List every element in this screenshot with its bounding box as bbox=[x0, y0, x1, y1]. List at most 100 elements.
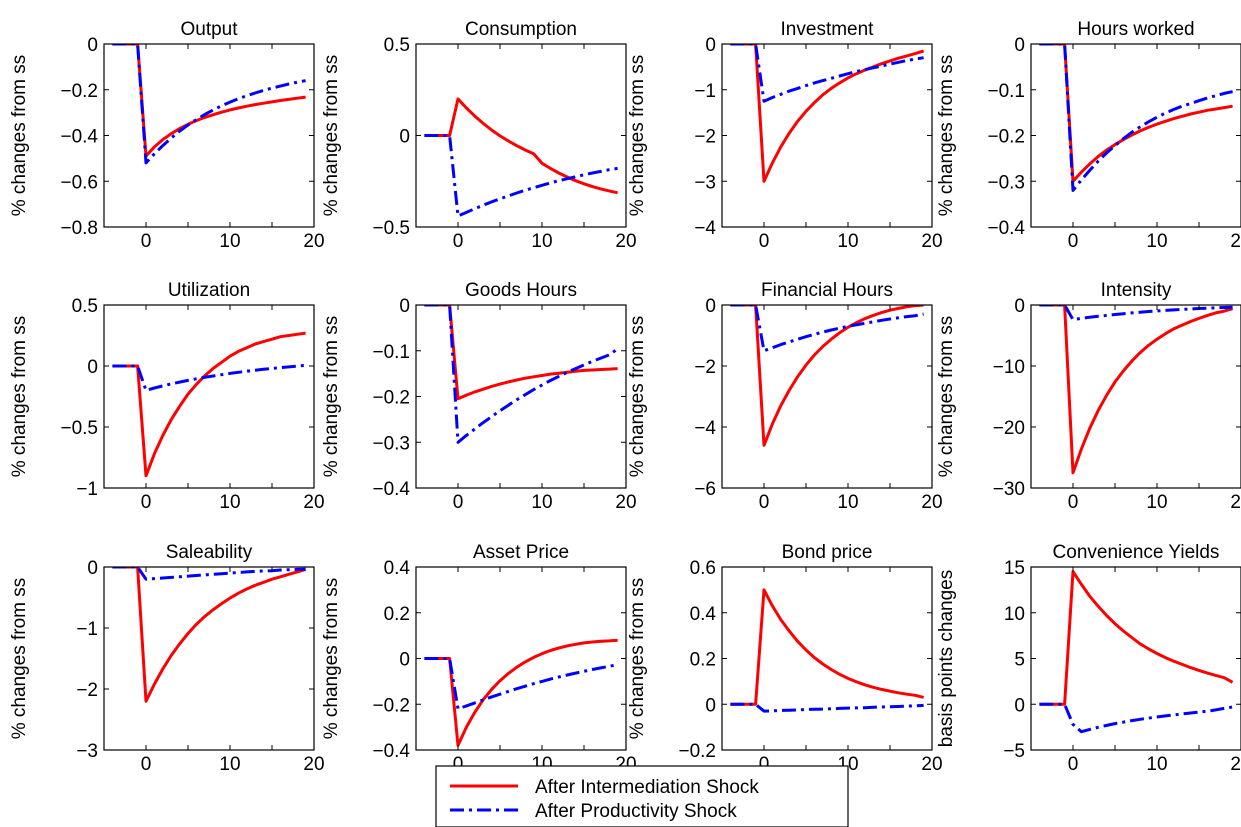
axes-frame bbox=[1030, 43, 1241, 228]
y-tick-label: −0.4 bbox=[372, 479, 410, 500]
x-tick-label: 0 bbox=[759, 492, 770, 513]
x-tick-label: 10 bbox=[531, 231, 552, 252]
series-productivity-line bbox=[424, 134, 618, 218]
x-tick-label: 20 bbox=[1230, 492, 1241, 513]
y-axis-label: % changes from ss bbox=[9, 578, 30, 740]
x-tick-label: 20 bbox=[921, 492, 942, 513]
y-tick-label: −30 bbox=[993, 479, 1025, 500]
y-axis-label: % changes from ss bbox=[9, 316, 30, 478]
subplot-title: Hours worked bbox=[1077, 19, 1194, 40]
y-tick-label: 0 bbox=[399, 650, 410, 671]
legend-label-productivity: After Productivity Shock bbox=[535, 801, 737, 822]
series-intermediation-line bbox=[424, 97, 618, 195]
y-tick-label: −0.2 bbox=[60, 81, 98, 102]
x-tick-label: 20 bbox=[615, 492, 636, 513]
y-tick-label: −0.3 bbox=[372, 433, 410, 454]
subplot-6: 0 10 20 −0.4 −0.3 −0.2 −0.1 0 Goods Hours % chang… bbox=[321, 280, 637, 513]
y-tick-label: 0.5 bbox=[72, 296, 98, 317]
series-productivity-line bbox=[112, 363, 306, 392]
y-tick-label: 15 bbox=[1004, 558, 1025, 579]
subplot-12: 0 10 20 −5 0 5 10 15 Convenience Yields basis poi… bbox=[936, 542, 1241, 775]
x-tick-label: 10 bbox=[837, 231, 858, 252]
y-tick-label: −10 bbox=[993, 357, 1025, 378]
series-productivity-line bbox=[1039, 305, 1233, 322]
x-tick-label: 20 bbox=[303, 231, 324, 252]
y-axis-label: % changes from ss bbox=[627, 55, 648, 217]
series-productivity-line bbox=[1039, 702, 1233, 734]
y-tick-label: −0.1 bbox=[987, 81, 1025, 102]
x-tick-label: 20 bbox=[303, 754, 324, 775]
series-intermediation-line bbox=[1039, 305, 1234, 475]
y-axis-label: % changes from ss bbox=[321, 316, 342, 478]
y-tick-label: 0 bbox=[87, 35, 98, 56]
series-productivity-line bbox=[730, 44, 924, 103]
x-tick-label: 20 bbox=[303, 492, 324, 513]
y-tick-label: −5 bbox=[1003, 741, 1025, 762]
y-tick-label: −0.1 bbox=[372, 342, 410, 363]
y-tick-label: −4 bbox=[694, 218, 716, 239]
x-tick-label: 10 bbox=[1146, 231, 1167, 252]
y-tick-label: −0.3 bbox=[987, 172, 1025, 193]
subplot-title: Saleability bbox=[166, 542, 253, 563]
y-axis-label: % changes from ss bbox=[627, 316, 648, 478]
y-tick-label: −0.4 bbox=[987, 218, 1025, 239]
subplot-title: Investment bbox=[781, 19, 875, 40]
series-productivity-line bbox=[1039, 44, 1233, 192]
y-tick-label: 0.5 bbox=[384, 35, 410, 56]
subplot-title: Financial Hours bbox=[761, 280, 893, 301]
y-tick-label: 0 bbox=[1014, 695, 1025, 716]
x-tick-label: 10 bbox=[837, 492, 858, 513]
y-tick-label: 0.2 bbox=[690, 650, 716, 671]
y-axis-label: % changes from ss bbox=[936, 55, 957, 217]
series-intermediation-line bbox=[424, 638, 618, 747]
y-tick-label: −0.6 bbox=[60, 172, 98, 193]
y-axis-label: % changes from ss bbox=[627, 578, 648, 740]
axes-frame bbox=[103, 304, 315, 489]
series-intermediation-line bbox=[730, 305, 924, 447]
y-tick-label: −1 bbox=[76, 619, 98, 640]
y-tick-label: 10 bbox=[1004, 604, 1025, 625]
legend-label-intermediation: After Intermediation Shock bbox=[535, 777, 759, 798]
axes-frame bbox=[1030, 566, 1241, 751]
y-axis-label: % changes from ss bbox=[936, 316, 957, 478]
axes-frame bbox=[721, 43, 933, 228]
y-axis-label: % changes from ss bbox=[321, 578, 342, 740]
y-tick-label: −1 bbox=[76, 479, 98, 500]
y-tick-label: −1 bbox=[694, 81, 716, 102]
axes-frame bbox=[415, 304, 627, 489]
x-tick-label: 10 bbox=[531, 492, 552, 513]
legend: After Intermediation Shock After Product… bbox=[435, 765, 849, 827]
y-tick-label: 0 bbox=[705, 695, 716, 716]
y-tick-label: 5 bbox=[1014, 650, 1025, 671]
x-tick-label: 10 bbox=[1146, 754, 1167, 775]
x-tick-label: 20 bbox=[921, 231, 942, 252]
series-productivity-line bbox=[112, 44, 306, 165]
x-tick-label: 0 bbox=[141, 492, 152, 513]
series-intermediation-line bbox=[424, 305, 618, 401]
subplot-5: 0 10 20 −1 −0.5 0 0.5 Utilization % changes from… bbox=[9, 280, 325, 513]
series-intermediation-line bbox=[1039, 570, 1234, 706]
series-productivity-line bbox=[730, 702, 924, 713]
subplot-title: Asset Price bbox=[473, 542, 569, 563]
axes-frame bbox=[103, 566, 315, 751]
axes-frame bbox=[103, 43, 315, 228]
x-tick-label: 10 bbox=[219, 492, 240, 513]
subplot-grid: 0 10 20 −0.8 −0.6 −0.4 −0.2 0 Output % changes fr… bbox=[9, 19, 1241, 775]
subplot-3: 0 10 20 −4 −3 −2 −1 0 Investment % changes from s… bbox=[627, 19, 943, 252]
y-tick-label: 0 bbox=[87, 357, 98, 378]
y-tick-label: −0.2 bbox=[678, 741, 716, 762]
y-tick-label: 0 bbox=[399, 296, 410, 317]
x-tick-label: 20 bbox=[1230, 231, 1241, 252]
y-tick-label: 0.6 bbox=[690, 558, 716, 579]
subplot-7: 0 10 20 −6 −4 −2 0 Financial Hours % changes fro… bbox=[627, 280, 943, 513]
series-productivity-line bbox=[424, 305, 619, 444]
y-tick-label: 0 bbox=[87, 558, 98, 579]
series-intermediation-line bbox=[112, 331, 306, 478]
y-tick-label: −0.2 bbox=[372, 695, 410, 716]
subplot-4: 0 10 20 −0.4 −0.3 −0.2 −0.1 0 Hours worked % chan… bbox=[936, 19, 1241, 252]
subplot-title: Consumption bbox=[465, 19, 577, 40]
y-tick-label: −2 bbox=[694, 357, 716, 378]
y-tick-label: 0.4 bbox=[690, 604, 717, 625]
